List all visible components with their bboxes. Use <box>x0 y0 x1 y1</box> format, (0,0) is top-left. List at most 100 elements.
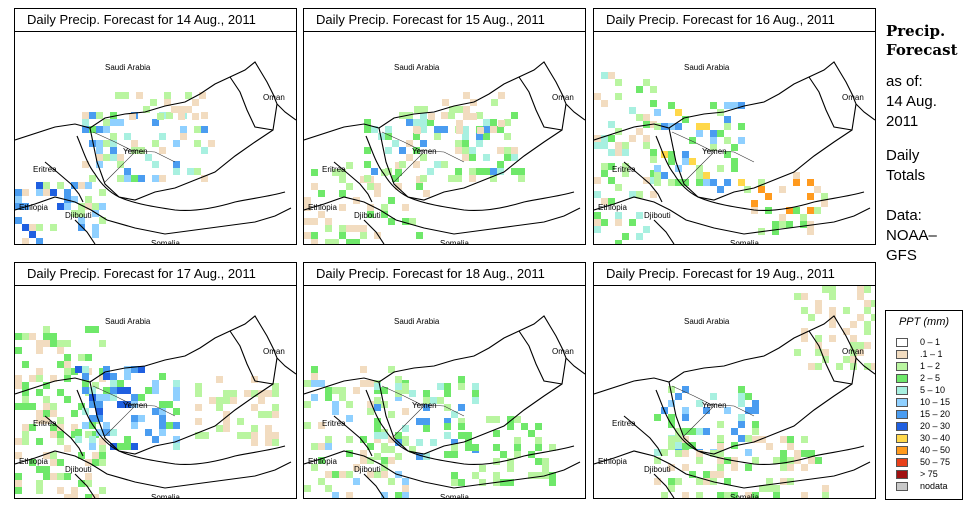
precip-cell <box>304 204 311 211</box>
precip-cell <box>696 400 703 407</box>
legend-swatch <box>896 482 908 491</box>
boundaries <box>15 61 296 244</box>
boundary-line <box>365 389 409 452</box>
precip-cell <box>251 404 258 411</box>
precip-cell <box>15 438 22 445</box>
legend-label: > 75 <box>920 469 938 479</box>
precip-cell <box>409 446 416 453</box>
precip-cell <box>682 179 689 186</box>
precip-cell <box>50 452 57 459</box>
precip-cell <box>36 375 43 382</box>
precip-cell <box>374 383 381 390</box>
precip-cell <box>272 439 279 446</box>
precip-cell <box>96 415 103 422</box>
precip-cell <box>601 142 608 149</box>
boundary-line <box>74 473 96 498</box>
precip-cell <box>173 436 180 443</box>
precip-cell <box>451 472 458 479</box>
legend-label: nodata <box>920 481 948 491</box>
legend-label: 2 – 5 <box>920 373 941 383</box>
precip-cell <box>311 366 318 373</box>
precip-cell <box>793 172 800 179</box>
precip-cell <box>173 140 180 147</box>
precip-cell <box>738 414 745 421</box>
precip-cell <box>353 387 360 394</box>
precip-cell <box>392 175 399 182</box>
precip-cell <box>717 186 724 193</box>
precip-cell <box>117 119 124 126</box>
precip-cell <box>724 102 731 109</box>
precip-cell <box>318 211 325 218</box>
precip-cell <box>528 430 535 437</box>
panel-title: Daily Precip. Forecast for 19 Aug., 2011 <box>594 263 875 286</box>
precip-cell <box>103 366 110 373</box>
legend-label: 0 – 1 <box>920 337 941 347</box>
precip-cell <box>675 428 682 435</box>
precip-cell <box>752 457 759 464</box>
precip-cell <box>829 286 836 293</box>
precip-cell <box>265 411 272 418</box>
precip-cell <box>668 158 675 165</box>
precip-cell <box>367 443 374 450</box>
precip-cell <box>444 383 451 390</box>
legend-label: 15 – 20 <box>920 409 951 419</box>
precip-cell <box>395 432 402 439</box>
precip-cell <box>304 197 311 204</box>
precip-cell <box>381 387 388 394</box>
precip-cell <box>689 137 696 144</box>
precip-cell <box>535 458 542 465</box>
precip-cell <box>643 142 650 149</box>
precip-cell <box>89 394 96 401</box>
precip-cell <box>64 375 71 382</box>
precip-cell <box>682 151 689 158</box>
precip-cell <box>124 401 131 408</box>
precip-cell <box>117 380 124 387</box>
precip-cell <box>99 375 106 382</box>
precip-cell <box>444 418 451 425</box>
precip-cell <box>682 450 689 457</box>
precip-cell <box>325 471 332 478</box>
map-label-oman: Oman <box>842 93 864 102</box>
precip-cell <box>325 387 332 394</box>
precip-cell <box>717 165 724 172</box>
precip-cell <box>99 487 106 494</box>
precip-cell <box>251 390 258 397</box>
precip-cell <box>807 221 814 228</box>
precip-cell <box>815 349 822 356</box>
precip-cell <box>477 127 484 134</box>
precip-cell <box>171 106 178 113</box>
precip-cell <box>152 380 159 387</box>
map-label-yemen: Yemen <box>123 147 148 156</box>
precip-cell <box>89 112 96 119</box>
precip-cell <box>629 135 636 142</box>
precip-cell <box>490 175 497 182</box>
precip-cell <box>57 487 64 494</box>
precip-cell <box>752 421 759 428</box>
precip-cell <box>36 189 43 196</box>
legend-label: 50 – 75 <box>920 457 951 467</box>
precip-cell <box>15 480 22 487</box>
precip-cell <box>444 423 451 430</box>
precip-cell <box>364 147 371 154</box>
precip-cell <box>483 119 490 126</box>
precip-cell <box>808 457 815 464</box>
precip-cell <box>138 366 145 373</box>
precip-cell <box>57 438 64 445</box>
precip-cell <box>385 168 392 175</box>
legend-label: 30 – 40 <box>920 433 951 443</box>
precip-cell <box>96 140 103 147</box>
precip-cell <box>395 183 402 190</box>
legend-label: 1 – 2 <box>920 361 941 371</box>
legend-swatch <box>896 362 908 371</box>
precip-cell <box>815 335 822 342</box>
precip-cell <box>85 480 92 487</box>
precip-cell <box>497 168 504 175</box>
boundary-line <box>229 76 274 131</box>
precip-cell <box>159 133 166 140</box>
precip-cell <box>696 428 703 435</box>
precip-cell <box>152 175 159 182</box>
precip-cell <box>636 233 643 240</box>
legend-label: 10 – 15 <box>920 397 951 407</box>
precip-cell <box>57 340 64 347</box>
precip-map: Saudi Arabia Oman Yemen Eritrea Ethiopia Djib… <box>15 315 296 498</box>
